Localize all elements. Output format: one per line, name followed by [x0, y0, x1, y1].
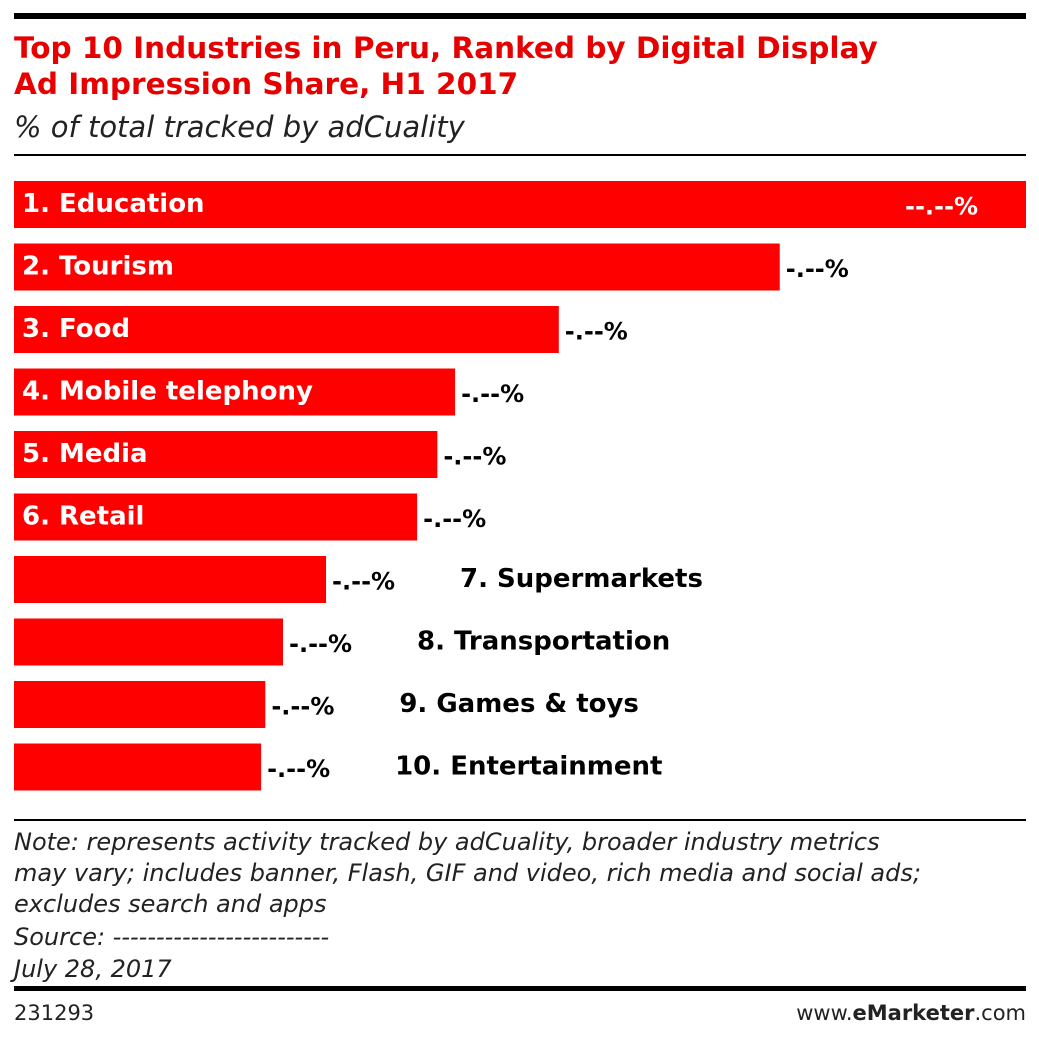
value-label: -.--% [423, 505, 486, 533]
bar [14, 493, 418, 541]
site-part: .com [974, 1001, 1026, 1025]
rule [14, 154, 1026, 156]
site-part: www. [796, 1001, 852, 1025]
value-label: -.--% [786, 255, 849, 283]
date: July 28, 2017 [10, 955, 172, 983]
bar [14, 681, 266, 728]
chart-title: Ad Impression Share, H1 2017 [14, 67, 518, 101]
site-brand: eMarketer [853, 1001, 976, 1025]
bar [14, 368, 456, 416]
source: Source: ------------------------- [14, 923, 329, 951]
category-label: 1. Education [22, 189, 205, 219]
category-label: 2. Tourism [22, 252, 174, 282]
value-label: -.--% [443, 443, 506, 471]
value-label: -.--% [289, 630, 352, 658]
bar [14, 743, 262, 791]
note: may vary; includes banner, Flash, GIF an… [14, 859, 921, 887]
bar [14, 306, 559, 353]
chart-title: Top 10 Industries in Peru, Ranked by Dig… [14, 31, 878, 65]
bar [14, 618, 284, 666]
category-label: 9. Games & toys [399, 689, 639, 719]
category-label: 6. Retail [22, 502, 144, 532]
category-label: 10. Entertainment [395, 752, 662, 782]
category-label: 3. Food [22, 314, 130, 344]
note: excludes search and apps [14, 890, 327, 918]
rule [14, 819, 1026, 821]
note: Note: represents activity tracked by adC… [14, 828, 880, 856]
value-label: -.--% [267, 755, 330, 783]
bar [14, 181, 1026, 228]
chart-subtitle: % of total tracked by adCuality [14, 110, 466, 144]
top-rule [14, 13, 1026, 19]
site: www.eMarketer.com [796, 1001, 1026, 1025]
bottom-rule [14, 986, 1026, 991]
category-label: 8. Transportation [417, 627, 670, 657]
bar [14, 243, 780, 291]
category-label: 4. Mobile telephony [22, 377, 313, 407]
value-label: -.--% [461, 380, 524, 408]
value-label: --.--% [905, 193, 978, 221]
bar [14, 431, 438, 478]
chart-id: 231293 [14, 1001, 94, 1025]
value-label: -.--% [332, 568, 395, 596]
category-label: 5. Media [22, 439, 148, 469]
value-label: -.--% [271, 693, 334, 721]
category-label: 7. Supermarkets [460, 564, 703, 594]
value-label: -.--% [565, 318, 628, 346]
bar [14, 556, 327, 603]
